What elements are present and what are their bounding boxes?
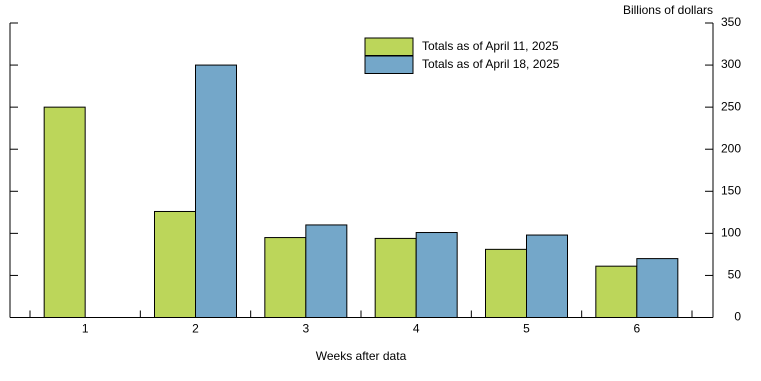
- bar: [195, 64, 237, 318]
- y-tick-label: 50: [728, 268, 742, 282]
- x-tick-label: 3: [302, 322, 309, 336]
- bar: [595, 265, 638, 318]
- y-tick-label: 350: [721, 15, 741, 29]
- bar: [305, 224, 348, 318]
- y-tick-label: 200: [721, 141, 741, 155]
- y-axis-label: Billions of dollars: [623, 3, 713, 17]
- legend-swatch: [364, 55, 414, 74]
- y-tick-label: 100: [721, 226, 741, 240]
- bar: [526, 234, 568, 318]
- bar: [154, 210, 196, 318]
- bar: [374, 237, 417, 318]
- x-tick-label: 6: [633, 322, 640, 336]
- x-tick-label: 2: [192, 322, 199, 336]
- y-tick-label: 150: [721, 183, 741, 197]
- legend-swatch: [364, 37, 414, 56]
- legend-label: Totals as of April 18, 2025: [422, 57, 560, 71]
- y-tick-label: 300: [721, 57, 741, 71]
- bar: [264, 237, 307, 318]
- x-axis-label: Weeks after data: [316, 349, 407, 363]
- bar: [636, 258, 679, 319]
- y-tick-label: 250: [721, 99, 741, 113]
- x-tick-label: 4: [413, 322, 420, 336]
- x-tick-label: 5: [523, 322, 530, 336]
- y-tick-label: 0: [734, 310, 741, 324]
- legend-label: Totals as of April 11, 2025: [422, 39, 559, 53]
- bar: [43, 106, 86, 319]
- bar: [485, 248, 527, 318]
- bar: [415, 232, 458, 318]
- x-tick-label: 1: [82, 322, 89, 336]
